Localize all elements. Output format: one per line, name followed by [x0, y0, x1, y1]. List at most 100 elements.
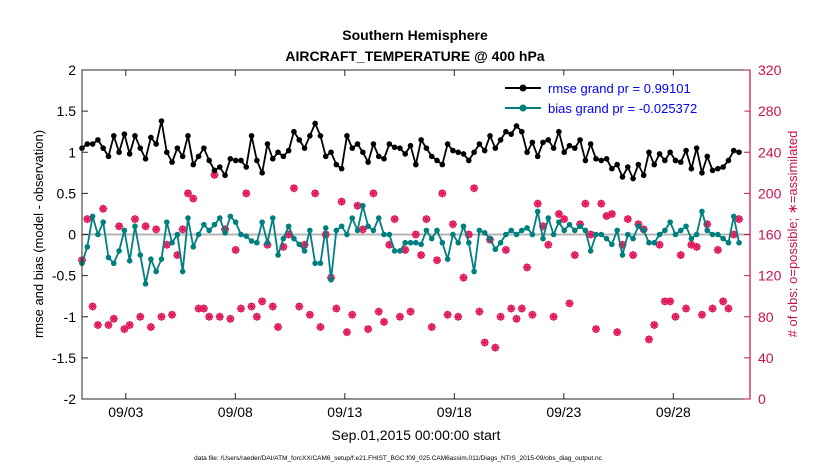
rmse-point: [317, 133, 324, 139]
rmse-point: [582, 157, 589, 164]
obs-assimilated-marker: [538, 222, 547, 231]
obs-assimilated-marker: [88, 302, 97, 311]
obs-assimilated-marker: [496, 312, 505, 321]
obs-assimilated-marker: [226, 314, 235, 323]
bias-point: [518, 227, 525, 234]
rmse-point: [354, 141, 361, 147]
rmse-point: [349, 145, 356, 151]
bias-point: [524, 225, 530, 231]
rmse-point: [402, 151, 409, 157]
rmse-point: [545, 137, 552, 143]
bias-point: [169, 239, 175, 246]
rmse-point: [614, 161, 620, 168]
legend-bias-marker: [519, 104, 527, 112]
bias-point: [593, 231, 599, 238]
rmse-point: [126, 151, 133, 157]
rmse-point: [413, 161, 419, 168]
obs-assimilated-marker: [141, 222, 150, 231]
right-axis-label: # of obs: o=possible; ∗=assimilated: [785, 131, 800, 338]
obs-assimilated-marker: [607, 209, 616, 218]
bias-point: [497, 239, 504, 246]
obs-assimilated-marker: [342, 328, 351, 337]
obs-assimilated-marker: [554, 209, 563, 218]
rmse-point: [259, 170, 265, 176]
legend-rmse-label: rmse grand pr = 0.99101: [548, 81, 691, 96]
obs-assimilated-marker: [528, 310, 537, 319]
rmse-point: [646, 149, 652, 156]
obs-assimilated-marker: [666, 297, 675, 306]
rmse-point: [471, 149, 477, 156]
bias-point: [545, 215, 552, 221]
bias-point: [460, 223, 467, 230]
rmse-point: [105, 153, 112, 160]
obs-assimilated-marker: [284, 230, 293, 239]
rmse-point: [524, 149, 530, 156]
bias-point: [375, 215, 382, 221]
legend-rmse-marker: [519, 84, 527, 92]
rmse-point: [566, 142, 573, 149]
obs-assimilated-marker: [369, 189, 378, 198]
rmse-point: [550, 145, 557, 151]
obs-assimilated-marker: [464, 230, 473, 239]
right-tick-label: 80: [758, 309, 774, 325]
rmse-point: [699, 170, 705, 176]
bias-point: [137, 252, 144, 258]
rmse-point: [301, 145, 308, 151]
rmse-point: [375, 153, 382, 160]
bias-point: [201, 221, 207, 228]
rmse-point: [439, 161, 446, 168]
bias-point: [296, 241, 303, 248]
rmse-point: [370, 141, 377, 147]
bias-point: [397, 248, 403, 254]
bias-point: [269, 215, 276, 221]
rmse-point: [730, 147, 737, 154]
bias-point: [84, 244, 91, 250]
bias-point: [89, 213, 96, 220]
rmse-point: [715, 165, 721, 172]
rmse-point: [709, 167, 716, 174]
obs-assimilated-marker: [597, 199, 606, 208]
bias-point: [598, 231, 605, 238]
rmse-point: [460, 151, 467, 157]
obs-assimilated-marker: [136, 312, 145, 321]
obs-assimilated-marker: [221, 225, 230, 234]
rmse-point: [381, 156, 387, 162]
rmse-point: [651, 161, 658, 168]
bias-point: [503, 231, 509, 238]
bias-point: [434, 227, 440, 234]
obs-assimilated-marker: [454, 312, 463, 321]
obs-assimilated-marker: [729, 230, 738, 239]
rmse-point: [227, 156, 234, 162]
obs-assimilated-marker: [602, 211, 611, 220]
obs-assimilated-marker: [99, 204, 108, 213]
obs-assimilated-marker: [385, 240, 394, 249]
bias-point: [307, 227, 313, 234]
bias-point: [699, 208, 705, 215]
rmse-point: [704, 153, 711, 160]
bias-point: [243, 233, 250, 239]
obs-assimilated-marker: [83, 215, 92, 224]
bias-point: [365, 223, 371, 230]
obs-assimilated-marker: [242, 189, 251, 198]
bias-point: [672, 231, 679, 238]
bias-point: [683, 223, 689, 230]
obs-assimilated-marker: [713, 245, 722, 254]
rmse-point: [312, 120, 318, 127]
obs-assimilated-marker: [724, 304, 733, 313]
obs-assimilated-marker: [660, 297, 669, 306]
bias-point: [529, 231, 536, 238]
bias-point: [116, 248, 122, 254]
bias-point: [386, 231, 393, 238]
obs-assimilated-marker: [401, 245, 410, 254]
obs-assimilated-marker: [470, 184, 479, 193]
bias-point: [619, 252, 626, 258]
bias-point: [444, 256, 451, 262]
rmse-point: [667, 149, 673, 156]
obs-assimilated-marker: [93, 320, 102, 329]
rmse-point: [683, 147, 689, 154]
bias-point: [254, 239, 260, 246]
obs-assimilated-marker: [205, 312, 214, 321]
rmse-point: [418, 137, 424, 143]
obs-assimilated-marker: [650, 320, 659, 329]
right-axis: 0 40 80 120 160 200 240 280 320: [744, 62, 782, 407]
